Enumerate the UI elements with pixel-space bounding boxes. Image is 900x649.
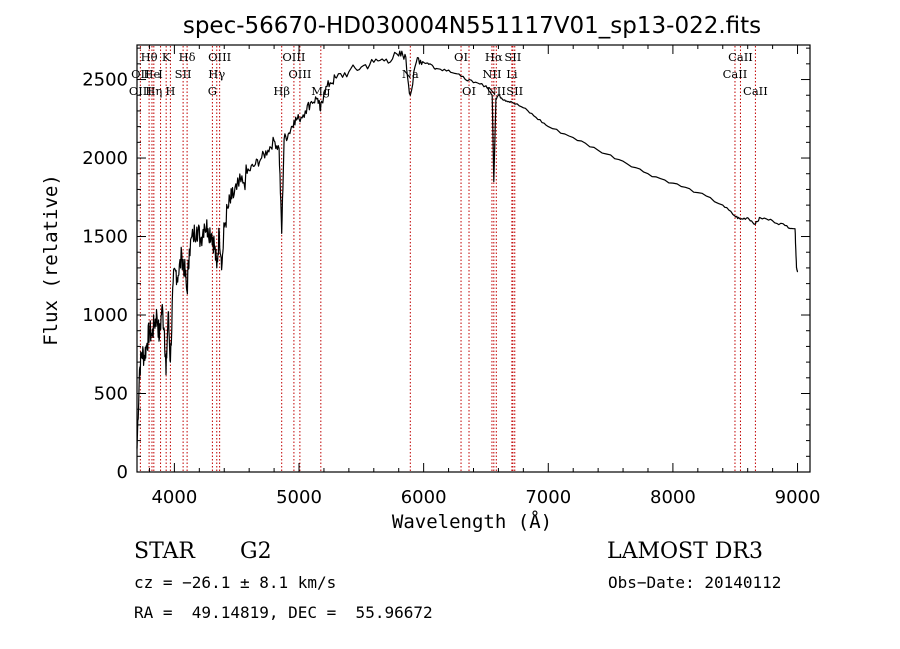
x-axis: 4000 5000 6000 7000 8000 9000 (148, 45, 821, 508)
line-label: OIII (129, 84, 152, 98)
line-label: OI (454, 50, 468, 64)
line-label: OII (131, 67, 150, 81)
line-label: Li (506, 67, 518, 81)
line-label: SII (506, 84, 523, 98)
line-label: Hγ (208, 67, 225, 81)
line-label: Mg (311, 84, 331, 98)
x-tick-label: 4000 (151, 487, 197, 508)
x-tick-label: 5000 (276, 487, 322, 508)
line-label: CaII (723, 67, 748, 81)
y-tick-label: 0 (117, 462, 128, 483)
line-label: SII (504, 50, 521, 64)
observation-date: Obs−Date: 20140112 (608, 573, 782, 592)
coordinates: RA = 49.14819, DEC = 55.96672 (134, 603, 433, 622)
plot-frame (136, 44, 811, 473)
line-label: K (162, 50, 171, 64)
line-label: OI (462, 84, 476, 98)
object-type: STAR (134, 539, 195, 564)
y-tick-label: 1500 (82, 227, 128, 248)
y-tick-label: 2500 (82, 70, 128, 91)
y-axis-label: Flux (relative) (40, 174, 62, 346)
line-label: Hδ (179, 50, 196, 64)
line-label: OIII (208, 50, 231, 64)
line-label: Hη (145, 84, 162, 98)
line-label: Hβ (273, 84, 290, 98)
line-label: OIII (282, 50, 305, 64)
object-subclass: G2 (240, 539, 272, 564)
x-axis-label: Wavelength (Å) (392, 510, 552, 533)
redshift-velocity: cz = −26.1 ± 8.1 km/s (134, 573, 337, 592)
line-label: NII (482, 67, 501, 81)
spectral-line-markers (139, 46, 756, 471)
x-tick-label: 6000 (401, 487, 447, 508)
y-tick-label: 1000 (82, 305, 128, 326)
line-label: G (208, 84, 217, 98)
x-tick-label: 8000 (650, 487, 696, 508)
line-label: H (165, 84, 175, 98)
spectrum-series-line (136, 50, 799, 449)
survey-name: LAMOST DR3 (607, 539, 763, 564)
line-label: CaII (743, 84, 768, 98)
line-label: CaII (728, 50, 753, 64)
line-label: SII (175, 67, 192, 81)
line-label: I (158, 67, 163, 81)
line-label: Hθ (141, 50, 158, 64)
x-tick-label: 9000 (775, 487, 821, 508)
line-label: NII (487, 84, 506, 98)
x-tick-label: 7000 (525, 487, 571, 508)
chart-title: spec-56670-HD030004N551117V01_sp13-022.f… (183, 13, 761, 39)
line-label: Hα (485, 50, 503, 64)
y-tick-label: 500 (94, 384, 128, 405)
line-label: He (144, 67, 161, 81)
y-axis: 0 500 1000 1500 2000 2500 (82, 47, 810, 483)
line-label: Na (402, 67, 419, 81)
line-label: OIII (288, 67, 311, 81)
y-tick-label: 2000 (82, 148, 128, 169)
